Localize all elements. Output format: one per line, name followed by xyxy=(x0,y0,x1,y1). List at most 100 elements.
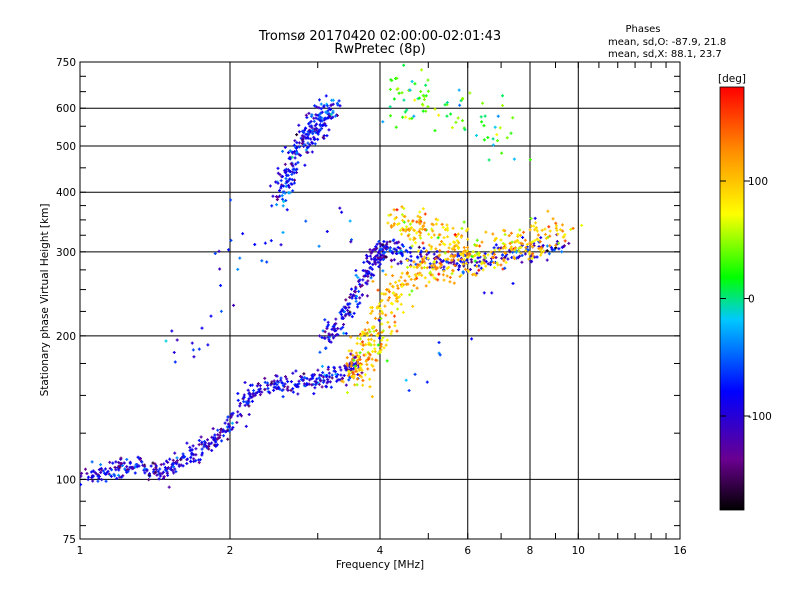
data-point xyxy=(210,449,214,453)
data-point xyxy=(290,172,294,176)
data-point xyxy=(354,269,358,273)
data-point xyxy=(506,257,510,261)
data-point xyxy=(391,239,395,243)
data-point xyxy=(392,224,396,228)
data-point xyxy=(126,470,130,474)
data-point xyxy=(421,225,425,229)
data-point xyxy=(391,274,395,278)
data-point xyxy=(335,379,339,383)
data-point xyxy=(373,349,377,353)
data-point xyxy=(226,415,230,419)
data-point xyxy=(279,179,283,183)
data-point xyxy=(529,217,533,221)
data-point xyxy=(526,248,530,252)
data-point xyxy=(431,273,435,277)
colorbar-tick-label: 100 xyxy=(748,176,768,188)
data-point xyxy=(438,258,442,262)
data-point xyxy=(408,293,412,297)
data-point xyxy=(490,259,494,263)
data-point xyxy=(226,422,230,426)
data-point xyxy=(148,472,152,476)
data-point xyxy=(438,233,442,237)
data-point xyxy=(361,340,365,344)
data-point xyxy=(283,170,287,174)
data-point xyxy=(420,260,424,264)
data-point xyxy=(475,264,479,268)
data-point xyxy=(350,287,354,291)
data-point xyxy=(325,375,329,379)
data-point xyxy=(482,254,486,258)
data-point xyxy=(250,399,254,403)
data-point xyxy=(277,189,281,193)
data-point xyxy=(324,124,328,128)
data-point xyxy=(435,249,439,253)
data-point xyxy=(291,164,295,168)
data-point xyxy=(346,311,350,315)
data-point xyxy=(305,377,309,381)
data-point xyxy=(438,261,442,265)
data-point xyxy=(91,475,95,479)
data-point xyxy=(281,384,285,388)
data-point xyxy=(451,246,455,250)
data-point xyxy=(431,267,435,271)
data-point xyxy=(120,461,124,465)
data-point xyxy=(550,247,554,251)
data-point xyxy=(173,451,177,455)
data-point xyxy=(235,421,239,425)
data-point xyxy=(538,240,542,244)
data-point xyxy=(536,233,540,237)
data-point xyxy=(409,277,413,281)
data-point xyxy=(276,166,280,170)
data-point xyxy=(342,331,346,335)
data-point xyxy=(539,253,543,257)
data-point xyxy=(554,226,558,230)
data-point xyxy=(256,382,260,386)
data-point xyxy=(580,223,584,227)
data-point xyxy=(158,467,162,471)
data-point xyxy=(387,325,391,329)
data-point xyxy=(339,327,343,331)
data-point xyxy=(377,251,381,255)
data-point xyxy=(232,303,236,307)
data-point xyxy=(385,240,389,244)
data-point xyxy=(343,314,347,318)
data-point xyxy=(510,248,514,252)
data-point xyxy=(369,312,373,316)
data-point xyxy=(529,224,533,228)
data-point xyxy=(563,239,567,243)
data-point xyxy=(406,265,410,269)
data-point xyxy=(443,251,447,255)
data-point xyxy=(327,128,331,132)
data-point xyxy=(286,385,290,389)
data-point xyxy=(317,376,321,380)
data-point xyxy=(378,336,382,340)
data-point xyxy=(477,251,481,255)
data-point xyxy=(331,98,335,102)
x-tick-label: 10 xyxy=(572,545,585,557)
data-point xyxy=(507,234,511,238)
data-point xyxy=(450,258,454,262)
data-point xyxy=(394,125,398,129)
data-point xyxy=(527,257,531,261)
data-point xyxy=(287,169,291,173)
data-point xyxy=(546,209,550,213)
data-point xyxy=(402,63,406,67)
data-point xyxy=(475,252,479,256)
data-point xyxy=(113,465,117,469)
data-point xyxy=(349,335,353,339)
data-point xyxy=(456,258,460,262)
data-point xyxy=(368,377,372,381)
colorbar-tick-label: -100 xyxy=(748,411,772,423)
data-point xyxy=(382,346,386,350)
data-point xyxy=(422,246,426,250)
data-point xyxy=(344,366,348,370)
data-point xyxy=(320,364,324,368)
data-point xyxy=(328,333,332,337)
data-point xyxy=(531,252,535,256)
data-point xyxy=(334,322,338,326)
data-point xyxy=(496,114,500,118)
data-point xyxy=(487,158,491,162)
data-point xyxy=(465,255,469,259)
data-point xyxy=(249,395,253,399)
data-point xyxy=(401,310,405,314)
